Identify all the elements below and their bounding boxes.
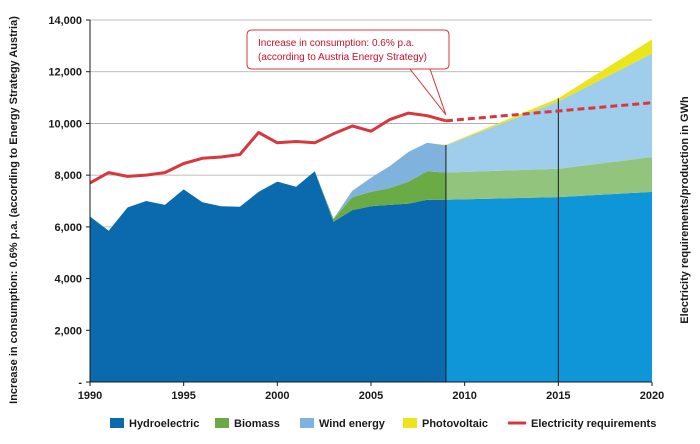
x-tick-label: 2005 (359, 390, 383, 402)
legend-swatch (215, 418, 229, 428)
legend-swatch (300, 418, 314, 428)
legend-label: Photovoltaic (422, 418, 488, 430)
legend-label: Wind energy (319, 418, 386, 430)
y-tick-label: 4,000 (54, 274, 82, 286)
x-tick-label: 2015 (546, 390, 570, 402)
y-tick-label: 10,000 (48, 118, 82, 130)
biomass-area-projected (445, 157, 652, 200)
requirements-projection-line (445, 101, 653, 123)
wind-area-historic (90, 142, 446, 231)
x-tick-label: 2020 (640, 390, 664, 402)
y-tick-label: - (78, 377, 82, 389)
legend-label: Hydroelectric (129, 418, 199, 430)
y-left-label: Increase in consumption: 0.6% p.a. (acco… (8, 16, 20, 404)
hydro-area-historic (90, 171, 446, 382)
annotation-line-1: Increase in consumption: 0.6% p.a. (258, 38, 414, 49)
y-tick-label: 8,000 (54, 170, 82, 182)
x-tick-label: 1990 (78, 390, 102, 402)
stacked-areas (90, 39, 652, 382)
legend-swatch (110, 418, 124, 428)
biomass-area-historic (90, 171, 446, 231)
legend-swatch (403, 418, 417, 428)
annotation-callout: Increase in consumption: 0.6% p.a. (acco… (246, 29, 450, 116)
y-right-label: Electricity requirements/production in G… (679, 96, 691, 324)
x-tick-label: 1995 (171, 390, 195, 402)
annotation-box (246, 29, 450, 116)
year-marker-lines (445, 98, 559, 382)
y-tick-label: 12,000 (48, 67, 82, 79)
legend: Hydroelectric Biomass Wind energy Photovolt… (110, 418, 656, 430)
requirements-line-group (89, 101, 653, 185)
requirements-line (89, 111, 447, 185)
axes: - 2,000 4,000 6,000 8,000 10,000 12,000 14,000 1… (48, 15, 664, 402)
legend-label: Biomass (234, 418, 280, 430)
y-tick-label: 6,000 (54, 222, 82, 234)
y-tick-label: 2,000 (54, 325, 82, 337)
x-tick-label: 2010 (452, 390, 476, 402)
annotation-line-2: (according to Austria Energy Strategy) (258, 52, 427, 63)
hydro-area-projected (445, 191, 652, 382)
legend-label: Electricity requirements (531, 418, 656, 430)
y-tick-label: 14,000 (48, 15, 82, 27)
x-tick-label: 2000 (265, 390, 289, 402)
